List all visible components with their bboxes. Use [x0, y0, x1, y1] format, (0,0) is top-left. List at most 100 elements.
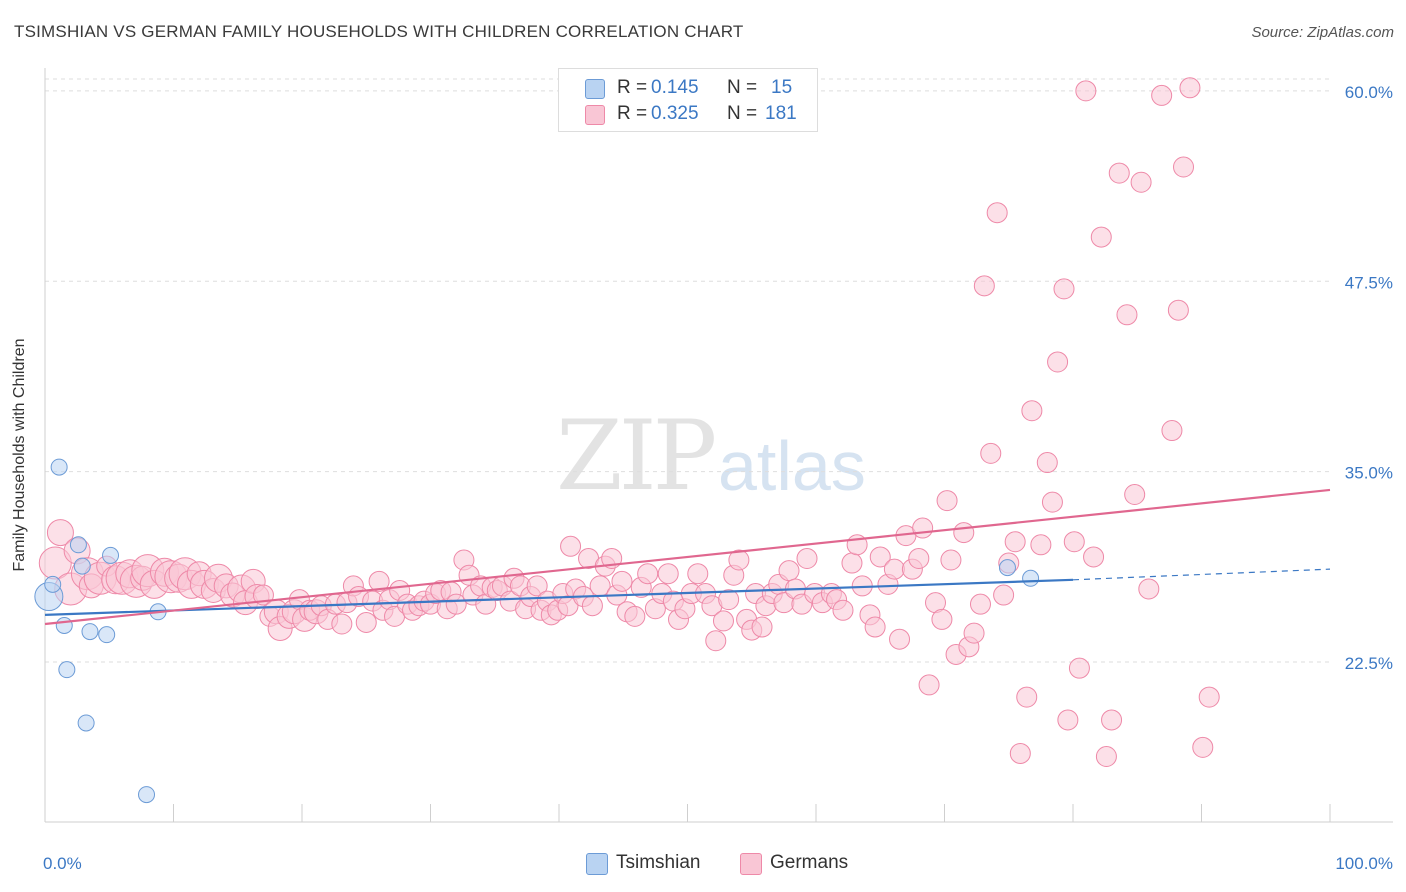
data-points: [34, 77, 1220, 804]
tsimshian-point-10: [98, 626, 116, 644]
tsimshian-point-6: [73, 557, 91, 575]
bottom-legend-label-tsimshian: Tsimshian: [616, 852, 701, 873]
germans-point-93: [611, 570, 633, 592]
germans-point-181: [1161, 420, 1183, 442]
germans-point-109: [712, 610, 734, 632]
tsimshian-point-2: [50, 458, 68, 476]
germans-point-154: [980, 442, 1002, 464]
germans-point-151: [963, 622, 985, 644]
bottom-legend-label-germans: Germans: [770, 852, 849, 873]
legend-r-label: R =: [617, 77, 648, 98]
tsimshian-point-5: [69, 536, 87, 554]
germans-point-100: [657, 563, 679, 585]
germans-point-161: [1021, 400, 1043, 422]
trend-lines: [44, 488, 1331, 626]
germans-point-95: [624, 605, 646, 627]
germans-point-149: [953, 522, 975, 544]
tsimshian-point-13: [998, 559, 1016, 577]
correlation-legend: R = 0.145 N = 15 R = 0.325 N = 181: [558, 68, 818, 132]
y-tick-label-0: 22.5%: [1345, 654, 1393, 673]
germans-point-129: [832, 599, 854, 621]
germans-point-167: [1057, 709, 1079, 731]
germans-point-138: [889, 628, 911, 650]
germans-point-171: [1083, 546, 1105, 568]
germans-point-142: [912, 517, 934, 539]
germans-point-155: [986, 202, 1008, 224]
germans-point-172: [1090, 226, 1112, 248]
tsimshian-point-3: [55, 617, 73, 635]
germans-point-179: [1138, 578, 1160, 600]
tsimshian-point-7: [77, 714, 95, 732]
y-tick-label-1: 35.0%: [1345, 464, 1393, 483]
legend-swatch-tsimshian: [585, 79, 605, 99]
germans-point-174: [1101, 709, 1123, 731]
germans-point-185: [1192, 736, 1214, 758]
germans-point-156: [993, 584, 1015, 606]
germans-point-108: [705, 630, 727, 652]
tsimshian-trend-line: [44, 578, 1074, 616]
germans-point-116: [751, 616, 773, 638]
tick-labels: 22.5% 35.0% 47.5% 60.0% 0.0% 100.0%: [43, 83, 1393, 873]
germans-point-145: [931, 608, 953, 630]
source-label: Source: ZipAtlas.com: [1251, 24, 1394, 41]
germans-point-141: [908, 547, 930, 569]
y-tick-label-3: 60.0%: [1345, 83, 1393, 102]
legend-swatch-germans: [585, 105, 605, 125]
germans-trend-line: [44, 488, 1331, 626]
germans-point-49: [368, 570, 390, 592]
tsimshian-point-9: [102, 546, 120, 564]
tsimshian-point-12: [138, 786, 156, 804]
germans-point-152: [969, 593, 991, 615]
legend-r-value-germans: 0.325: [651, 103, 699, 124]
germans-point-84: [560, 535, 582, 557]
germans-point-147: [940, 549, 962, 571]
germans-point-159: [1009, 742, 1031, 764]
germans-point-169: [1068, 657, 1090, 679]
germans-point-166: [1053, 278, 1075, 300]
germans-point-124: [796, 547, 818, 569]
legend-n-label: N =: [727, 77, 758, 98]
germans-point-182: [1167, 299, 1189, 321]
germans-point-146: [936, 490, 958, 512]
germans-point-88: [581, 595, 603, 617]
germans-point-176: [1116, 304, 1138, 326]
tsimshian-point-8: [81, 623, 99, 641]
germans-point-63: [445, 593, 467, 615]
watermark-zip: ZIP: [556, 400, 717, 512]
x-tick-label-left: 0.0%: [43, 854, 82, 873]
legend-n-value-germans: 181: [765, 103, 797, 124]
legend-r-label: R =: [617, 103, 648, 124]
germans-point-97: [637, 563, 659, 585]
bottom-legend-swatch-tsimshian: [586, 853, 608, 875]
tsimshian-trend-extension: [1072, 568, 1331, 581]
germans-point-47: [355, 611, 377, 633]
x-tick-label-right: 100.0%: [1335, 854, 1393, 873]
legend-n-value-tsimshian: 15: [771, 77, 793, 98]
germans-point-170: [1075, 80, 1097, 102]
germans-point-135: [869, 546, 891, 568]
germans-point-105: [687, 563, 709, 585]
germans-point-121: [778, 560, 800, 582]
germans-point-158: [1004, 531, 1026, 553]
watermark-atlas: atlas: [718, 427, 866, 505]
germans-point-160: [1016, 686, 1038, 708]
germans-point-184: [1179, 77, 1201, 99]
tsimshian-point-1: [44, 575, 62, 593]
germans-point-43: [331, 613, 353, 635]
axes: [44, 68, 1393, 823]
legend-r-value-tsimshian: 0.145: [651, 77, 699, 98]
germans-point-77: [526, 575, 548, 597]
germans-point-137: [883, 558, 905, 580]
germans-point-134: [864, 616, 886, 638]
germans-point-183: [1173, 156, 1195, 178]
legend-n-label: N =: [727, 103, 758, 124]
germans-point-130: [841, 552, 863, 574]
bottom-legend-swatch-germans: [740, 853, 762, 875]
germans-point-162: [1030, 534, 1052, 556]
germans-point-165: [1047, 351, 1069, 373]
germans-point-177: [1124, 484, 1146, 506]
germans-point-173: [1095, 746, 1117, 768]
germans-point-164: [1041, 491, 1063, 513]
germans-point-180: [1151, 84, 1173, 106]
